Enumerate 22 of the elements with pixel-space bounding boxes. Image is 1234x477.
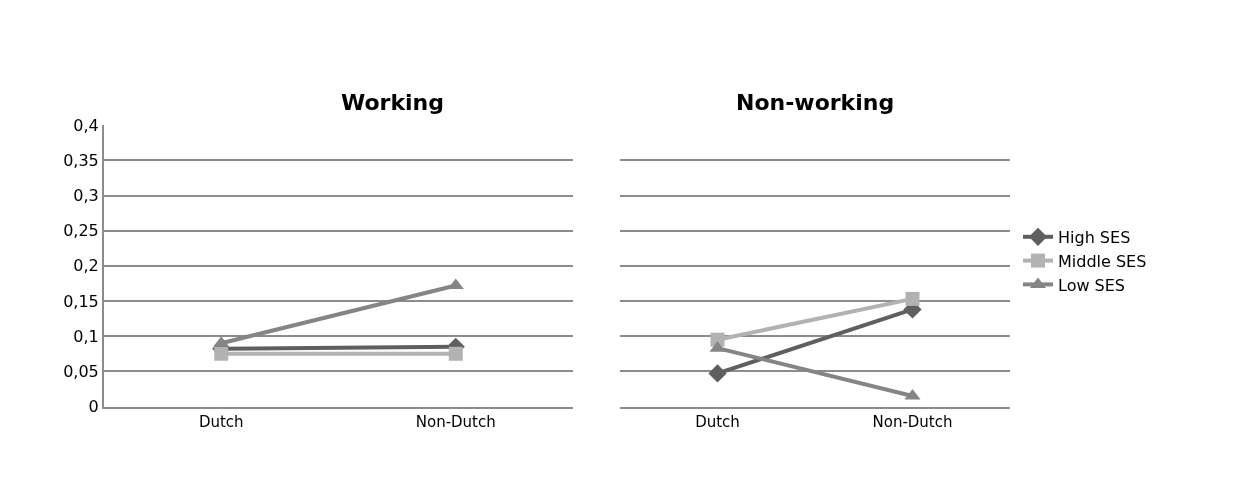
y-tick-label: 0,35 [63,150,99,170]
chart-title: Non-working [736,90,895,115]
legend-label: Middle SES [1058,251,1147,271]
x-tick-label: Non-Dutch [872,412,953,431]
y-tick-label: 0,1 [73,326,99,346]
legend-label: Low SES [1058,275,1126,295]
legend-label: High SES [1058,228,1131,248]
x-tick-label: Dutch [695,412,740,431]
y-tick-label: 0,05 [63,361,99,381]
chart-title: Working [341,90,445,115]
x-tick-label: Non-Dutch [415,412,496,431]
y-tick-label: 0,2 [73,256,99,276]
point [905,291,920,306]
y-tick-label: 0,25 [63,221,99,241]
x-tick-label: Dutch [198,412,244,431]
y-tick-label: 0,4 [73,115,99,135]
point [708,364,727,383]
y-tick-label: 0,3 [73,186,99,206]
point [448,346,463,361]
y-tick-label: 0 [88,397,99,417]
point [214,346,229,361]
y-tick-label: 0,15 [63,291,99,311]
